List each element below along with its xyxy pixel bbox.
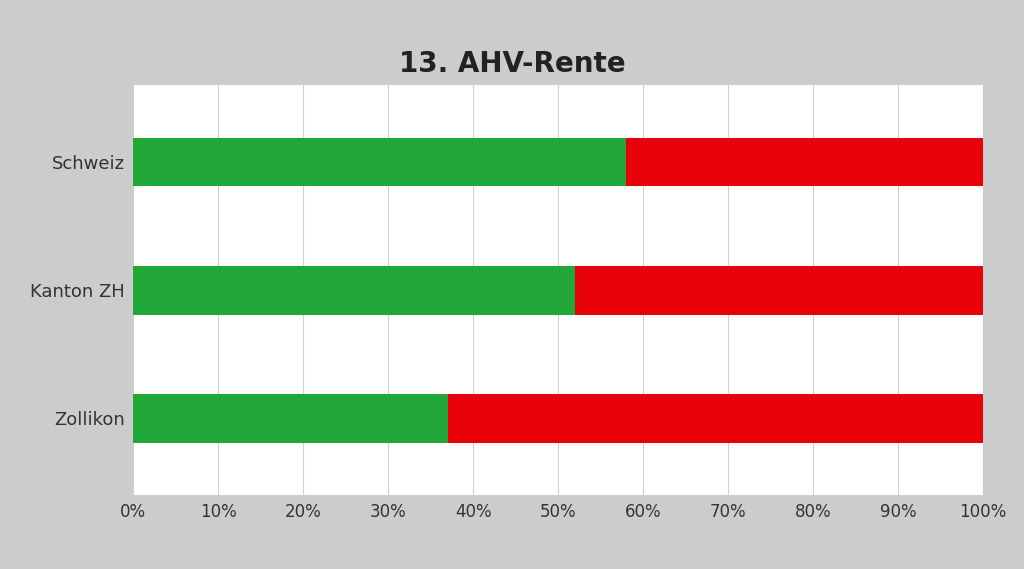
Bar [575, 266, 983, 315]
Bar [133, 138, 626, 187]
Bar [447, 394, 983, 443]
Bar [133, 266, 575, 315]
Bar [626, 138, 983, 187]
Bar [133, 394, 447, 443]
Text: 13. AHV-Rente: 13. AHV-Rente [398, 50, 626, 77]
